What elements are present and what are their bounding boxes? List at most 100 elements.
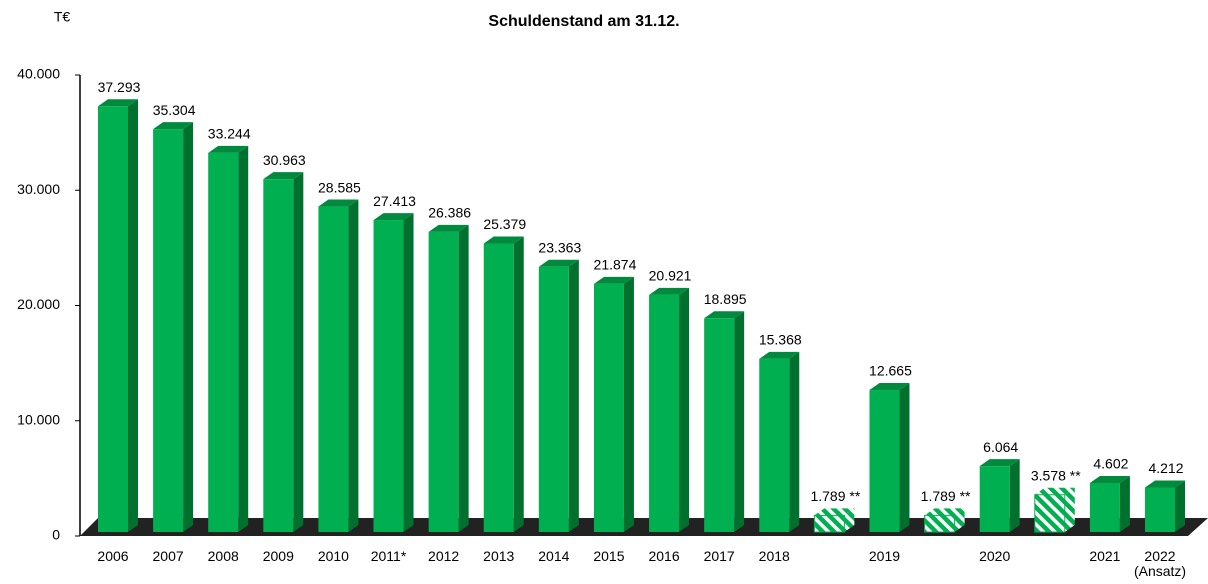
x-tick-label: 2021: [1089, 548, 1120, 564]
bar: [1034, 487, 1075, 533]
bar-front: [153, 129, 184, 532]
bar-top: [869, 383, 910, 391]
x-tick-label-line: 2007: [153, 548, 184, 564]
value-label: 6.064: [983, 439, 1018, 455]
bar-top: [153, 122, 194, 130]
bar-side: [183, 122, 194, 532]
bar-top: [263, 172, 304, 180]
x-tick-label-line: 2018: [759, 548, 790, 564]
bar: [483, 236, 524, 532]
bar-top: [979, 459, 1020, 467]
bar-outline: [924, 514, 956, 533]
bar-top: [483, 236, 524, 244]
bar-front: [759, 358, 790, 532]
value-label: 30.963: [263, 152, 306, 168]
bar-top: [1089, 475, 1130, 483]
value-label: 4.212: [1148, 460, 1183, 476]
y-tick-label: 0: [52, 527, 60, 543]
x-tick-label: 2016: [648, 548, 679, 564]
bar-outline: [1034, 494, 1066, 533]
bar: [263, 172, 304, 532]
value-label: 1.789 **: [810, 488, 860, 504]
bar-front: [979, 466, 1010, 532]
x-tick-label-line: 2017: [704, 548, 735, 564]
value-label: 33.244: [208, 126, 251, 142]
value-label: 37.293: [98, 79, 141, 95]
bar: [649, 287, 690, 532]
bar-side: [789, 351, 800, 532]
y-tick-label: 30.000: [17, 181, 60, 197]
bar-top: [98, 99, 138, 107]
x-tick-label-line: 2016: [648, 548, 679, 564]
x-tick-label-line: 2020: [979, 548, 1010, 564]
bar-front: [208, 152, 239, 532]
bar: [373, 213, 414, 532]
y-tick-label: 20.000: [17, 296, 60, 312]
bar-side: [679, 287, 690, 532]
bar-side: [623, 276, 634, 532]
bar-top: [373, 213, 414, 221]
value-label: 4.602: [1093, 456, 1128, 472]
bar: [1089, 475, 1130, 532]
bar: [813, 508, 855, 533]
bar-side: [293, 172, 304, 532]
value-label: 25.379: [483, 216, 526, 232]
bar: [593, 276, 634, 532]
value-label: 35.304: [153, 102, 196, 118]
value-label: 1.789 **: [921, 488, 971, 504]
bar: [428, 224, 469, 532]
bar-front: [1034, 494, 1065, 532]
bar: [538, 259, 579, 532]
x-tick-label: 2010: [318, 548, 349, 564]
bar: [1145, 480, 1185, 532]
x-tick-label: 2008: [208, 548, 239, 564]
value-label: 23.363: [538, 239, 581, 255]
bar-top: [593, 276, 634, 284]
value-label: 20.921: [649, 268, 692, 284]
x-tick-label: 2015: [593, 548, 624, 564]
x-tick-label: 2018: [759, 548, 790, 564]
x-tick-label-line: (Ansatz): [1134, 563, 1186, 579]
bar-front: [869, 390, 900, 532]
value-label: 3.578 **: [1031, 467, 1081, 483]
x-tick-label-line: 2009: [263, 548, 294, 564]
x-tick-label: 2020: [979, 548, 1010, 564]
bar-side: [1175, 480, 1185, 532]
chart-title: Schuldenstand am 31.12.: [488, 13, 679, 30]
bar-side: [403, 213, 414, 532]
bar-side: [1119, 475, 1130, 532]
value-label: 18.895: [704, 291, 747, 307]
bar-side: [348, 199, 359, 533]
bar-front: [263, 179, 294, 532]
x-tick-label-line: 2006: [97, 548, 128, 564]
bar-front: [483, 243, 514, 532]
bar-front: [704, 318, 735, 532]
bar-front: [924, 515, 955, 532]
bar: [869, 383, 910, 532]
x-tick-label: 2019: [869, 548, 900, 564]
bar: [704, 311, 745, 532]
y-axis-label: T€: [54, 9, 71, 25]
value-label: 28.585: [318, 179, 361, 195]
bar-front: [538, 266, 569, 532]
x-tick-label-line: 2019: [869, 548, 900, 564]
bar-side: [1009, 459, 1020, 532]
x-tick-label-line: 2022: [1144, 548, 1175, 564]
bar-side: [128, 99, 138, 532]
bar-top: [538, 259, 579, 267]
bar: [318, 199, 359, 533]
x-tick-label: 2006: [97, 548, 128, 564]
bar-top: [814, 508, 855, 516]
bar-front: [373, 220, 404, 532]
x-tick-label-line: 2012: [428, 548, 459, 564]
bar-top: [1034, 487, 1075, 495]
bar: [759, 351, 800, 532]
bar-outline: [813, 514, 845, 533]
y-tick-label: 40.000: [17, 66, 60, 82]
bar: [153, 122, 194, 532]
bar-top: [759, 351, 800, 359]
bar-front: [318, 206, 349, 533]
x-tick-label-line: 2014: [538, 548, 569, 564]
bar-front: [1089, 482, 1120, 532]
bar-front: [428, 231, 459, 532]
